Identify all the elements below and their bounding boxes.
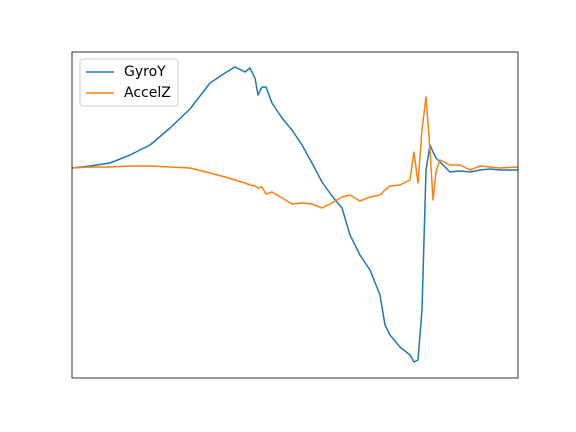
line-series xyxy=(71,96,519,209)
legend-label: AccelZ xyxy=(124,85,171,101)
line-series xyxy=(71,66,518,363)
legend-label: GyroY xyxy=(124,64,166,80)
legend-box xyxy=(79,58,179,107)
axes-frame xyxy=(71,51,519,379)
